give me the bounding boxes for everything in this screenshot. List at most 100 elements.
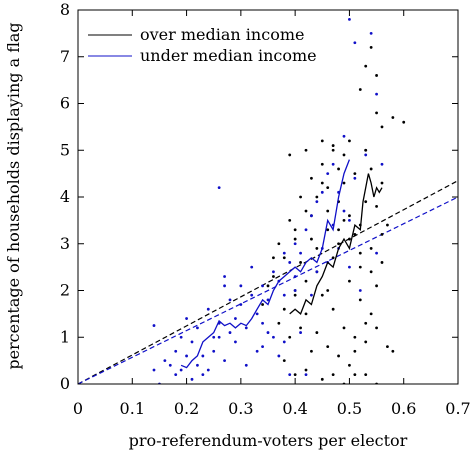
fit-line-under	[78, 196, 458, 384]
point-under	[196, 326, 199, 330]
point-over	[320, 377, 324, 381]
trend-line-under	[180, 159, 351, 369]
y-axis-title: percentage of households displaying a fl…	[4, 22, 23, 369]
y-tick-label: 5	[60, 140, 70, 159]
point-under	[196, 363, 199, 367]
point-under	[261, 284, 264, 288]
point-under	[174, 349, 178, 353]
point-over	[375, 204, 378, 208]
point-over	[320, 139, 324, 143]
point-over	[326, 209, 330, 213]
point-under	[206, 368, 210, 372]
point-over	[353, 349, 357, 353]
point-over	[342, 153, 346, 157]
point-over	[304, 368, 308, 372]
point-over	[261, 303, 264, 306]
point-over	[299, 261, 302, 264]
x-tick-label: 0	[73, 399, 83, 418]
point-over	[282, 256, 286, 260]
point-under	[212, 335, 216, 339]
point-under	[185, 317, 188, 320]
point-over	[310, 237, 313, 241]
x-tick-label: 0.2	[174, 399, 199, 418]
fit-line-over	[78, 180, 458, 384]
point-under	[168, 363, 172, 367]
point-under	[179, 335, 183, 339]
point-over	[331, 256, 335, 260]
point-over	[348, 237, 351, 241]
point-over	[331, 373, 335, 377]
point-over	[364, 373, 368, 377]
point-over	[353, 335, 357, 339]
point-over	[353, 233, 357, 236]
point-under	[234, 317, 237, 320]
point-under	[277, 354, 281, 358]
y-tick-label: 6	[60, 94, 70, 113]
y-tick-label: 8	[60, 0, 70, 19]
plot-frame	[77, 9, 459, 385]
point-under	[255, 312, 259, 316]
point-under	[299, 251, 302, 255]
point-under	[320, 190, 324, 194]
point-over	[293, 293, 297, 297]
point-over	[293, 237, 297, 241]
point-under	[293, 289, 297, 292]
point-over	[326, 289, 330, 292]
point-over	[304, 279, 308, 283]
point-over	[310, 349, 313, 353]
point-under	[304, 228, 308, 232]
x-tick-label: 0.7	[445, 399, 470, 418]
point-under	[266, 331, 270, 334]
point-under	[310, 214, 313, 218]
point-under	[250, 265, 254, 269]
point-under	[364, 153, 368, 157]
point-over	[342, 326, 346, 330]
point-over	[369, 167, 373, 171]
point-over	[288, 218, 292, 222]
point-under	[348, 265, 351, 269]
point-under	[163, 359, 167, 363]
point-under	[190, 340, 194, 344]
point-over	[337, 228, 340, 232]
point-under	[315, 200, 319, 204]
point-under	[272, 270, 275, 274]
x-tick-label: 0.6	[391, 399, 416, 418]
point-over	[402, 120, 406, 124]
point-under	[331, 162, 335, 166]
trend-line-over	[289, 173, 383, 315]
point-over	[293, 373, 297, 377]
point-over	[272, 275, 275, 278]
point-over	[353, 172, 357, 176]
point-under	[282, 340, 286, 344]
point-under	[223, 284, 226, 288]
point-under	[315, 270, 319, 274]
x-tick-label: 0.1	[120, 399, 145, 418]
point-over	[358, 265, 362, 269]
point-under	[304, 373, 308, 377]
point-over	[266, 284, 270, 288]
point-under	[310, 293, 313, 297]
point-under	[174, 373, 178, 377]
point-over	[358, 88, 362, 91]
point-over	[331, 144, 335, 147]
point-over	[326, 186, 330, 190]
y-tick-label: 7	[60, 47, 70, 66]
trend-lines	[180, 159, 383, 369]
point-under	[228, 298, 232, 302]
point-under	[228, 331, 232, 334]
point-under	[261, 345, 264, 348]
point-over	[331, 148, 335, 152]
point-under	[201, 354, 205, 358]
point-over	[326, 345, 330, 348]
point-under	[261, 321, 264, 325]
point-over	[304, 209, 308, 213]
y-tick-label: 4	[60, 187, 70, 206]
point-over	[320, 162, 324, 166]
point-over	[277, 321, 281, 325]
point-over	[342, 181, 346, 185]
point-over	[315, 195, 319, 199]
point-under	[353, 41, 357, 45]
point-under	[348, 218, 351, 222]
point-over	[380, 125, 384, 129]
